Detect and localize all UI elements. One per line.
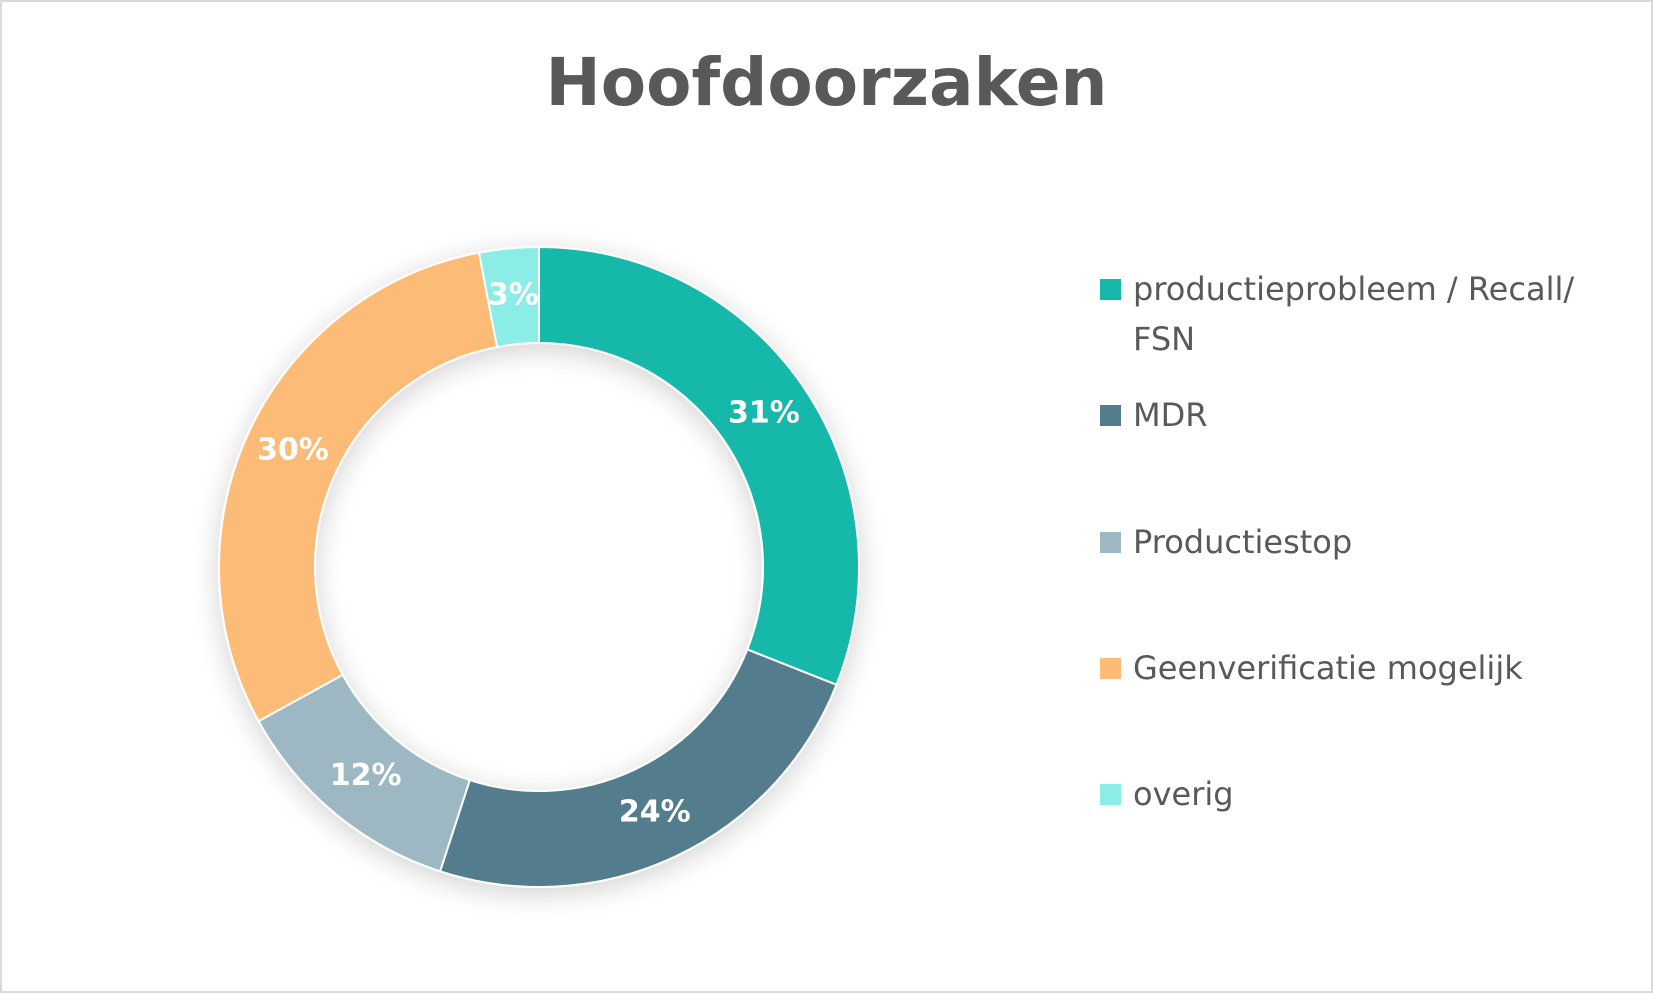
legend-swatch — [1100, 279, 1121, 300]
legend-label: Productiestop — [1133, 523, 1353, 561]
slice-data-label: 30% — [257, 433, 329, 468]
donut-slice — [538, 245, 860, 687]
slice-data-label: 12% — [330, 758, 402, 793]
legend-label: overig — [1133, 775, 1234, 813]
legend-label: Geenverificatie mogelijk — [1133, 649, 1523, 687]
slice-data-label: 3% — [488, 278, 539, 313]
slice-data-label: 24% — [619, 795, 691, 830]
legend-swatch — [1100, 784, 1121, 805]
legend-swatch — [1100, 658, 1121, 679]
legend-label: MDR — [1133, 396, 1208, 434]
legend-label: productieprobleem / Recall/ FSN — [1133, 270, 1575, 358]
chart-title: Hoofdoorzaken — [545, 44, 1108, 121]
legend-swatch — [1100, 405, 1121, 426]
donut-slice — [438, 648, 838, 888]
slice-data-label: 31% — [728, 396, 800, 431]
donut-slice — [218, 251, 499, 723]
legend-swatch — [1100, 532, 1121, 553]
donut-slice — [477, 245, 540, 349]
